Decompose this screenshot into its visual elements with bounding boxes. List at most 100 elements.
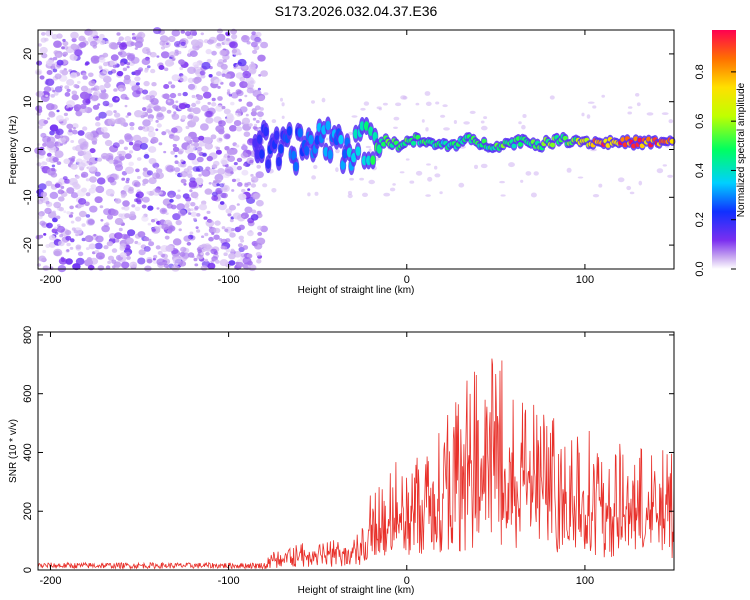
noise-speck	[76, 189, 86, 197]
faint-speck	[393, 126, 398, 129]
noise-speck	[78, 210, 87, 218]
noise-speck	[230, 171, 234, 175]
noise-speck	[248, 260, 252, 264]
noise-speck	[59, 135, 64, 139]
noise-speck	[155, 166, 158, 169]
noise-speck	[187, 152, 197, 161]
noise-speck	[186, 144, 196, 152]
noise-speck	[200, 265, 208, 271]
x-tick-label: 0	[404, 274, 410, 286]
noise-speck	[117, 51, 123, 56]
faint-speck	[435, 101, 440, 105]
colorbar-ticks: 0.0 0.2 0.4 0.6 0.8	[694, 64, 736, 277]
noise-speck	[226, 113, 234, 119]
noise-speck	[174, 167, 181, 173]
noise-speck	[216, 33, 226, 42]
noise-speck	[133, 181, 141, 188]
noise-speck	[198, 173, 202, 177]
noise-speck	[103, 61, 109, 67]
noise-speck	[93, 90, 101, 96]
faint-speck	[566, 167, 572, 173]
faint-speck	[667, 174, 673, 178]
snr-plot-area	[38, 332, 674, 570]
noise-speck	[129, 126, 135, 131]
noise-speck	[71, 37, 77, 43]
noise-speck	[55, 53, 62, 59]
noise-speck	[102, 132, 110, 139]
noise-speck	[193, 257, 198, 262]
noise-speck	[100, 219, 104, 222]
noise-speck	[191, 102, 197, 108]
noise-speck	[147, 114, 154, 120]
noise-speck	[146, 51, 152, 56]
noise-speck	[208, 182, 212, 185]
noise-speck	[134, 206, 141, 212]
ridge-core	[511, 143, 517, 149]
noise-speck	[110, 54, 119, 61]
noise-speck	[87, 164, 96, 172]
noise-speck	[147, 222, 151, 226]
noise-speck	[75, 257, 85, 265]
noise-speck	[185, 125, 190, 130]
noise-speck	[256, 259, 262, 264]
noise-speck	[106, 214, 114, 220]
faint-speck	[629, 191, 635, 195]
noise-speck	[144, 69, 149, 73]
noise-speck	[142, 107, 147, 112]
noise-speck	[211, 232, 215, 235]
noise-speck	[235, 112, 238, 116]
noise-speck	[128, 141, 134, 146]
noise-speck	[93, 57, 98, 61]
noise-speck	[187, 66, 196, 75]
noise-speck	[175, 100, 179, 104]
noise-speck	[146, 170, 153, 176]
noise-speck	[149, 51, 157, 58]
noise-speck	[57, 189, 64, 195]
noise-speck	[121, 194, 126, 199]
noise-speck	[178, 228, 182, 232]
noise-speck	[58, 136, 66, 144]
noise-speck	[238, 235, 244, 240]
noise-speck	[39, 220, 46, 226]
faint-speck	[378, 107, 382, 111]
noise-speck	[189, 231, 194, 235]
faint-speck	[348, 131, 353, 136]
noise-speck	[52, 217, 58, 223]
noise-speck	[243, 131, 251, 137]
faint-speck	[365, 145, 371, 149]
noise-speck	[216, 42, 222, 47]
noise-speck	[141, 204, 147, 209]
noise-speck	[66, 249, 70, 252]
noise-speck	[39, 46, 48, 54]
noise-speck	[260, 41, 269, 49]
noise-speck	[242, 70, 252, 79]
noise-speck	[210, 134, 217, 140]
noise-speck	[92, 104, 100, 110]
noise-speck	[40, 132, 47, 138]
noise-speck	[244, 94, 248, 98]
noise-speck	[247, 230, 254, 237]
noise-speck	[142, 215, 146, 219]
noise-speck	[218, 202, 227, 211]
noise-speck	[97, 265, 105, 271]
faint-speck	[363, 101, 370, 106]
noise-speck	[237, 58, 247, 67]
noise-speck	[106, 241, 114, 247]
colorbar-gradient	[712, 30, 736, 269]
noise-speck	[85, 192, 91, 197]
noise-speck	[220, 63, 228, 70]
noise-speck	[153, 254, 158, 259]
noise-speck	[54, 150, 64, 158]
noise-speck	[73, 84, 79, 88]
y-tick-label: 20	[22, 48, 34, 60]
noise-speck	[250, 111, 257, 117]
y-tick-label: 600	[22, 385, 34, 403]
noise-speck	[70, 220, 75, 224]
noise-speck	[198, 182, 202, 186]
noise-speck	[34, 69, 43, 76]
noise-speck	[52, 89, 56, 93]
faint-speck	[409, 180, 415, 184]
noise-speck	[134, 41, 143, 48]
noise-speck	[258, 95, 265, 101]
noise-speck	[233, 162, 238, 166]
